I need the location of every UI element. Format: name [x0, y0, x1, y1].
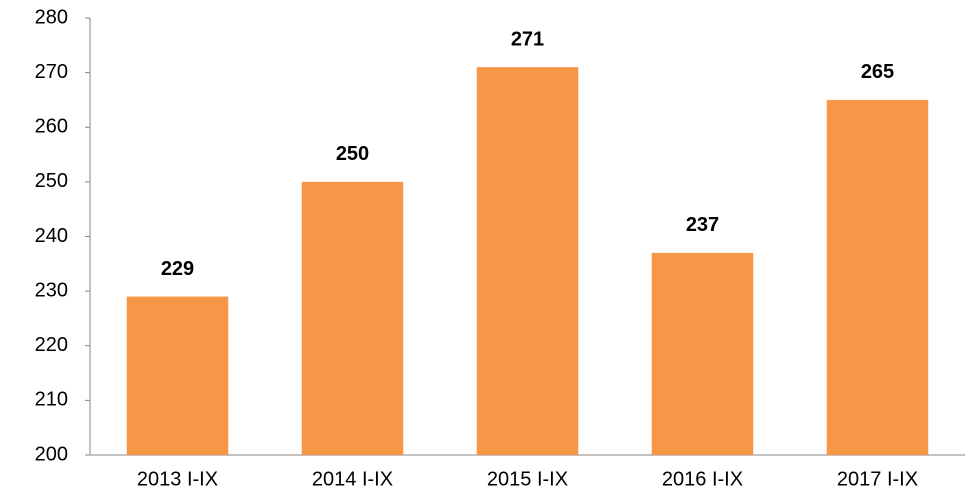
- x-tick-label: 2013 I-IX: [137, 468, 218, 490]
- data-label: 271: [511, 28, 544, 50]
- y-tick-label: 260: [35, 116, 68, 138]
- y-tick-label: 250: [35, 170, 68, 192]
- y-tick-label: 200: [35, 443, 68, 465]
- x-tick-label: 2014 I-IX: [312, 468, 393, 490]
- y-tick-label: 230: [35, 279, 68, 301]
- bar: [826, 99, 929, 455]
- y-tick-label: 270: [35, 61, 68, 83]
- y-tick-label: 220: [35, 334, 68, 356]
- y-tick-label: 210: [35, 389, 68, 411]
- data-label: 229: [161, 258, 194, 280]
- y-tick-label: 280: [35, 6, 68, 28]
- x-tick-label: 2017 I-IX: [837, 468, 918, 490]
- bar: [651, 252, 754, 455]
- x-tick-label: 2015 I-IX: [487, 468, 568, 490]
- bar: [301, 181, 404, 455]
- data-label: 265: [861, 61, 894, 83]
- bar: [476, 67, 579, 455]
- data-label: 237: [686, 214, 719, 236]
- bar: [126, 296, 229, 455]
- data-label: 250: [336, 143, 369, 165]
- y-tick-label: 240: [35, 225, 68, 247]
- x-tick-label: 2016 I-IX: [662, 468, 743, 490]
